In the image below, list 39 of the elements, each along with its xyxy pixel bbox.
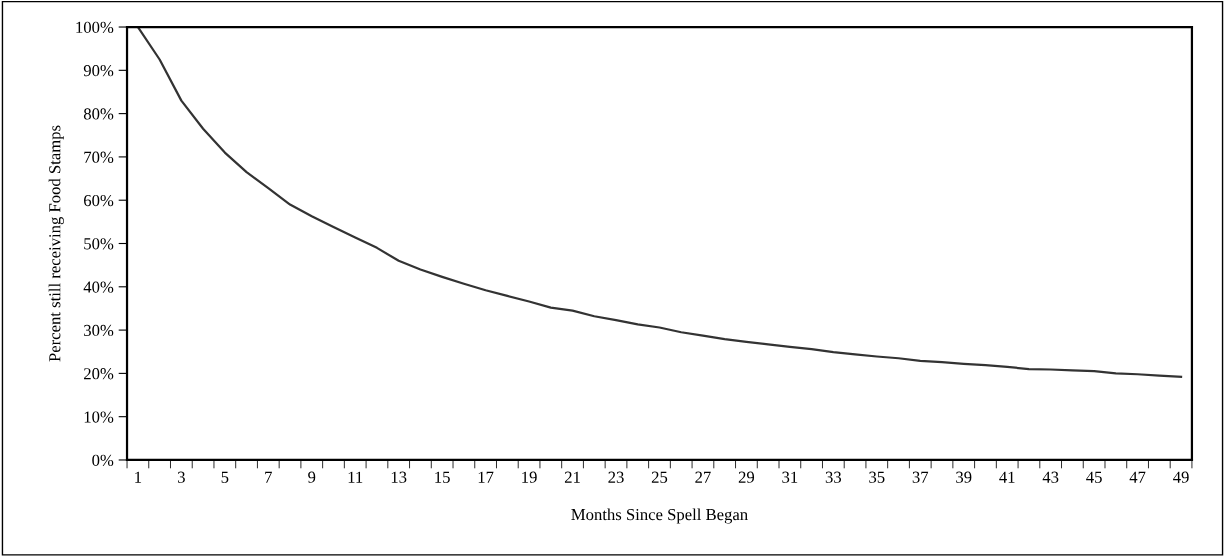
x-tick-label: 37 (912, 471, 929, 483)
x-tick-label: 43 (1042, 471, 1059, 483)
x-tick-label: 47 (1129, 471, 1146, 483)
x-tick-label: 9 (308, 471, 316, 483)
x-tick-label: 39 (956, 471, 972, 483)
y-tick-label: 20% (84, 368, 114, 380)
y-tick-label: 60% (84, 194, 114, 207)
x-tick-label: 15 (435, 471, 450, 483)
y-tick-label: 40% (83, 281, 114, 293)
x-tick-label: 29 (738, 471, 755, 483)
x-tick-label: 27 (695, 471, 711, 483)
x-tick-label: 3 (177, 471, 185, 483)
x-tick-label: 25 (651, 471, 668, 483)
x-tick-label: 7 (265, 471, 272, 483)
x-tick-label: 11 (348, 471, 363, 483)
y-tick-label: 30% (84, 324, 114, 337)
x-tick-label: 19 (522, 471, 537, 483)
y-axis-title: Percent still receiving Food Stamps (48, 125, 64, 362)
y-tick-label: 70% (84, 151, 114, 163)
x-axis-title: Months Since Spell Began (571, 508, 748, 524)
y-tick-label: 50% (84, 238, 114, 250)
y-tick-label: 80% (83, 108, 114, 120)
y-tick-label: 0% (92, 454, 114, 466)
x-tick-label: 31 (782, 471, 798, 483)
x-tick-label: 5 (221, 471, 229, 483)
y-tick-label: 10% (84, 411, 114, 423)
y-tick-label: 100% (76, 21, 114, 34)
x-tick-label: 17 (478, 471, 494, 483)
x-tick-label: 13 (391, 471, 407, 483)
x-tick-label: 45 (1086, 471, 1102, 483)
x-tick-label: 21 (564, 471, 580, 483)
x-tick-label: 49 (1173, 471, 1189, 483)
line-series (136, 27, 1183, 378)
x-tick-label: 41 (999, 471, 1015, 483)
y-tick-label: 90% (83, 65, 114, 77)
x-tick-label: 35 (869, 471, 885, 483)
x-tick-label: 1 (135, 471, 142, 483)
x-tick-label: 23 (608, 471, 624, 483)
x-tick-label: 33 (825, 471, 842, 483)
